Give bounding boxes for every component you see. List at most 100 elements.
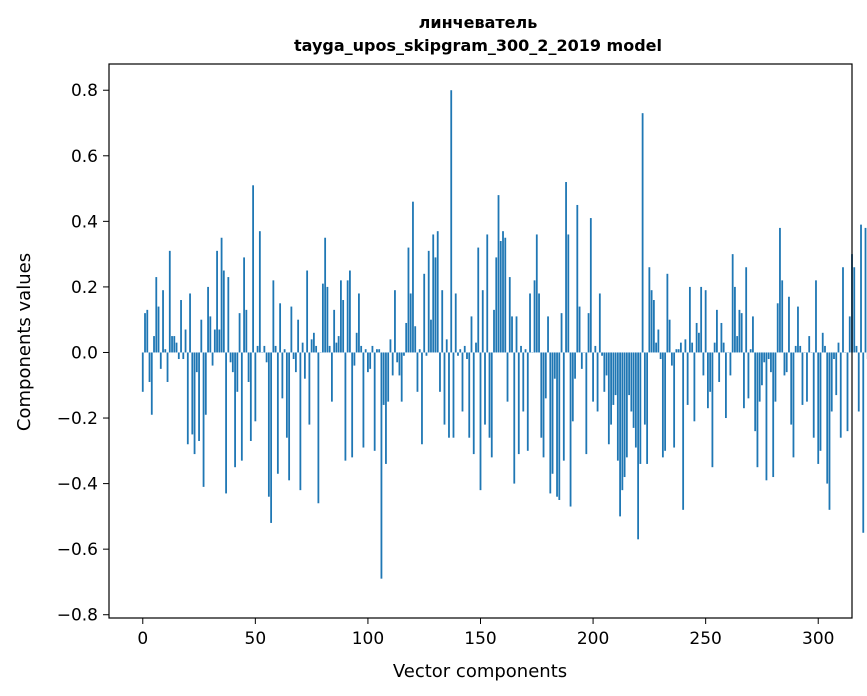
bar <box>324 237 327 353</box>
bar <box>180 300 182 353</box>
y-tick-label: 0.6 <box>71 147 98 167</box>
bar <box>355 332 358 353</box>
bar <box>506 352 509 402</box>
bar <box>853 267 856 353</box>
bar <box>182 352 185 360</box>
chart-title-group: линчеватель tayga_upos_skipgram_300_2_20… <box>294 13 662 55</box>
bar <box>418 349 421 353</box>
x-tick-label: 50 <box>245 629 267 649</box>
bar <box>677 349 680 353</box>
bar <box>808 336 811 353</box>
bar <box>682 352 685 510</box>
bar <box>716 309 718 353</box>
bar <box>731 254 734 353</box>
x-tick-label: 200 <box>577 629 609 649</box>
bar <box>353 352 356 366</box>
bar <box>193 352 196 455</box>
bar <box>580 352 583 369</box>
bar <box>643 352 646 425</box>
bar <box>596 352 599 412</box>
bar <box>553 352 556 379</box>
bar <box>249 352 252 441</box>
y-tick-label: −0.8 <box>57 606 98 626</box>
bar <box>173 336 176 353</box>
y-tick-label: −0.4 <box>57 475 98 495</box>
bar <box>276 352 279 474</box>
bar <box>517 352 520 455</box>
bar <box>200 319 203 353</box>
bar <box>601 352 603 356</box>
bar <box>794 345 797 353</box>
bar <box>400 352 403 402</box>
bar <box>801 352 804 405</box>
bar <box>213 329 216 353</box>
bar <box>321 283 324 353</box>
bar <box>283 349 286 353</box>
bar <box>659 352 662 360</box>
bar <box>781 280 784 353</box>
bar <box>826 352 829 484</box>
y-tick-label: 0.8 <box>71 81 98 101</box>
bar <box>567 234 570 353</box>
bar <box>835 352 838 396</box>
bar <box>661 352 664 458</box>
bar <box>306 270 309 353</box>
bar <box>556 352 558 497</box>
bar <box>839 352 842 438</box>
bar <box>695 322 698 353</box>
bar <box>709 352 712 392</box>
bar <box>747 352 750 399</box>
bar <box>155 277 158 353</box>
bar <box>439 352 441 392</box>
bar <box>362 352 365 448</box>
bar <box>450 90 453 353</box>
bar <box>664 352 667 451</box>
bar <box>272 280 275 353</box>
bar <box>864 227 867 353</box>
bar <box>245 309 248 353</box>
bar <box>520 345 522 353</box>
bar <box>461 352 464 412</box>
bar <box>797 306 799 353</box>
bar <box>452 352 455 438</box>
bar <box>308 352 311 425</box>
bar <box>698 332 700 353</box>
bar <box>279 303 282 353</box>
bar <box>533 280 536 353</box>
bar <box>637 352 640 540</box>
bar <box>441 290 444 353</box>
bar <box>335 342 338 353</box>
bar <box>421 352 423 445</box>
bar <box>610 352 612 425</box>
bar <box>409 293 412 353</box>
bar <box>774 352 777 402</box>
bar <box>668 319 671 353</box>
bar <box>549 352 552 494</box>
bar <box>743 352 745 409</box>
bar <box>256 345 259 353</box>
bar <box>312 332 315 353</box>
bar <box>484 352 486 425</box>
bar <box>544 352 547 399</box>
bar <box>191 352 194 435</box>
bar <box>758 352 761 402</box>
bar <box>725 352 727 419</box>
bar <box>772 352 775 478</box>
bar <box>385 352 387 464</box>
bar <box>472 352 475 455</box>
bar <box>436 231 439 353</box>
bar <box>238 313 241 353</box>
y-tick-label: 0.4 <box>71 212 98 232</box>
bar <box>616 352 619 461</box>
bar <box>150 352 153 415</box>
bar <box>466 352 468 360</box>
x-tick-label: 300 <box>802 629 834 649</box>
bar <box>830 352 833 412</box>
bar <box>540 352 543 438</box>
y-axis-ticks: −0.8 −0.6 −0.4 −0.2 0.0 0.2 0.4 0.6 0.8 <box>57 81 109 626</box>
bar <box>209 316 212 353</box>
bar <box>195 352 198 373</box>
bar <box>337 336 340 353</box>
bar <box>675 349 678 353</box>
bar <box>711 352 714 468</box>
